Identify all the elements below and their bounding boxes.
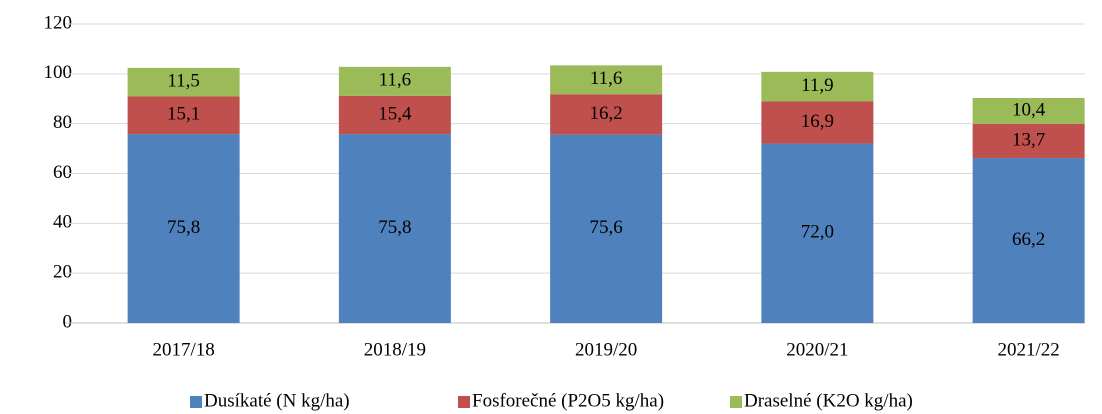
x-tick-label: 2017/18 (152, 339, 214, 360)
bar-segment (338, 95, 451, 135)
bar-segment (550, 94, 663, 135)
data-label: 11,6 (379, 70, 412, 91)
bar-segment (761, 143, 874, 323)
data-label: 75,8 (378, 217, 411, 238)
y-tick-label: 60 (53, 162, 72, 183)
bar-segment (972, 158, 1085, 323)
bar-segment (972, 123, 1085, 159)
bar-segment (127, 134, 240, 323)
data-label: 11,6 (590, 68, 623, 89)
data-label: 16,9 (801, 111, 834, 132)
bar-segment (550, 134, 663, 323)
y-tick-label: 0 (63, 311, 73, 332)
x-tick-label: 2018/19 (364, 339, 426, 360)
y-tick-label: 120 (44, 12, 73, 33)
data-label: 11,5 (167, 71, 200, 92)
bar-segment (127, 67, 240, 97)
bar-segment (550, 65, 663, 95)
data-label: 13,7 (1012, 129, 1045, 150)
data-label: 72,0 (801, 222, 834, 243)
y-tick-label: 40 (53, 212, 72, 233)
data-label: 15,1 (167, 104, 200, 125)
bar-segment (761, 101, 874, 144)
data-label: 66,2 (1012, 229, 1045, 250)
legend-swatch (458, 396, 470, 408)
bar-segment (127, 96, 240, 135)
data-label: 10,4 (1012, 99, 1046, 120)
legend-swatch (190, 396, 202, 408)
legend-label: Draselné (K2O kg/ha) (744, 390, 913, 411)
x-tick-label: 2021/22 (997, 339, 1059, 360)
bar-segment (338, 66, 451, 96)
bar-segment (972, 98, 1085, 124)
y-tick-label: 80 (53, 112, 72, 133)
x-tick-label: 2019/20 (575, 339, 637, 360)
legend-label: Fosforečné (P2O5 kg/ha) (472, 390, 664, 411)
y-tick-label: 20 (53, 262, 72, 283)
data-label: 16,2 (590, 103, 623, 124)
legend-label: Dusíkaté (N kg/ha) (204, 390, 350, 411)
data-label: 75,6 (590, 217, 623, 238)
legend-swatch (730, 396, 742, 408)
y-tick-label: 100 (44, 62, 73, 83)
bar-segment (761, 71, 874, 102)
bar-segment (338, 134, 451, 323)
data-label: 15,4 (378, 103, 412, 124)
x-tick-label: 2020/21 (786, 339, 848, 360)
data-label: 11,9 (801, 75, 834, 96)
data-label: 75,8 (167, 217, 200, 238)
